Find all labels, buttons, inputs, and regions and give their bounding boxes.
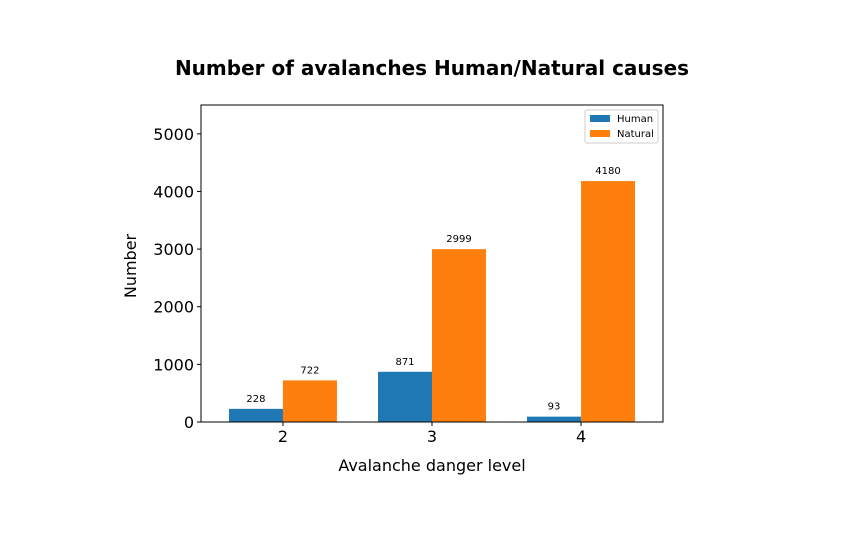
bar-human-2: [228, 408, 283, 422]
y-tick-label: 0: [184, 413, 194, 432]
data-label-human-3: 871: [395, 357, 414, 368]
x-axis-label: Avalanche danger level: [338, 456, 525, 475]
legend-label-human: Human: [617, 114, 653, 125]
chart-title: Number of avalanches Human/Natural cause…: [175, 56, 689, 80]
data-label-natural-3: 2999: [446, 234, 471, 245]
x-tick-label: 4: [576, 427, 586, 446]
bar-human-3: [378, 371, 432, 422]
y-tick-label: 4000: [153, 182, 194, 201]
data-label-human-4: 93: [548, 402, 561, 413]
bar-natural-3: [432, 249, 486, 422]
legend-label-natural: Natural: [617, 129, 654, 140]
x-tick-label: 2: [278, 427, 288, 446]
legend-swatch-human: [590, 115, 610, 122]
y-tick-label: 3000: [153, 240, 194, 259]
y-tick-label: 1000: [153, 355, 194, 374]
y-tick-label: 5000: [153, 125, 194, 144]
x-tick-label: 3: [427, 427, 437, 446]
data-label-human-2: 228: [246, 394, 265, 405]
data-label-natural-4: 4180: [595, 166, 620, 177]
y-tick-label: 2000: [153, 298, 194, 317]
legend-swatch-natural: [590, 130, 610, 137]
plot-area: 228 871 93 722 2999 4180 2 3 4 0 1000 2000 3000 4000 5…: [153, 104, 664, 446]
bar-natural-2: [282, 380, 337, 422]
bar-natural-4: [581, 181, 636, 422]
y-axis-label: Number: [121, 233, 140, 298]
legend: Human Natural: [584, 109, 659, 144]
data-label-natural-2: 722: [300, 365, 319, 376]
bar-human-4: [527, 416, 582, 422]
